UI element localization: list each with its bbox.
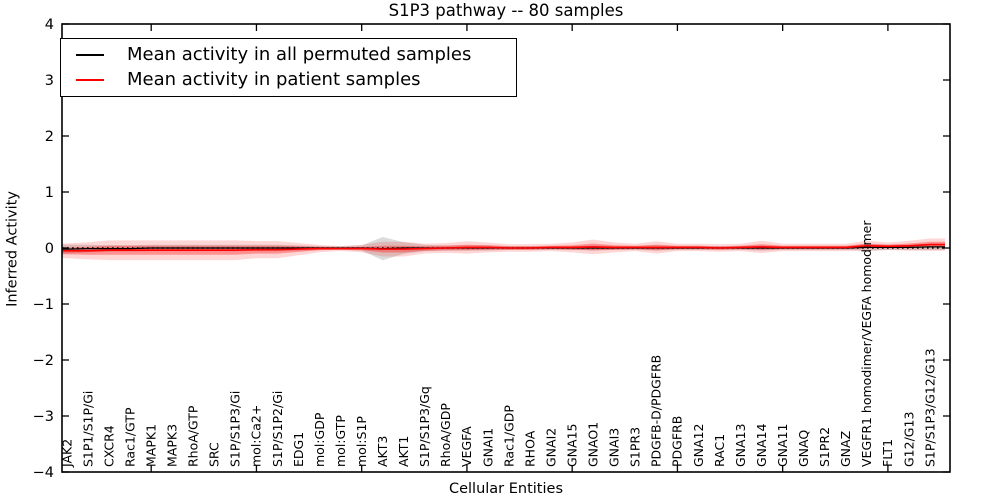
y-axis-label: Inferred Activity (4, 191, 21, 307)
y-tick-label: −4 (33, 465, 54, 481)
x-tick-label: SRC (207, 442, 222, 467)
x-tick-label: GNA15 (565, 424, 580, 468)
x-tick-label: GNA13 (733, 424, 748, 468)
mean-line-patient (62, 243, 945, 252)
y-tick-label: −1 (33, 297, 54, 313)
x-tick-label: MAPK3 (165, 424, 180, 467)
x-tick-label: RhoA/GDP (438, 403, 453, 467)
x-tick-label: GNAQ (796, 430, 811, 467)
x-tick-label: RhoA/GTP (186, 405, 201, 467)
x-tick-label: AKT1 (396, 436, 411, 467)
x-tick-label: GNAO1 (586, 422, 601, 467)
x-tick-label: GNA11 (775, 424, 790, 468)
x-tick-label: GNA12 (691, 424, 706, 468)
legend-label-patient: Mean activity in patient samples (127, 69, 421, 91)
y-tick-label: −2 (33, 353, 54, 369)
x-tick-label: S1P1/S1P/Gi (80, 391, 95, 467)
x-tick-label: S1P/S1P3/Gq (417, 386, 432, 467)
x-tick-label: AKT3 (375, 436, 390, 467)
x-tick-label: PDGFB-D/PDGFRB (649, 355, 664, 467)
x-tick-label: GNAI1 (480, 428, 495, 467)
legend-label-permuted: Mean activity in all permuted samples (127, 43, 472, 65)
x-axis-label: Cellular Entities (448, 481, 564, 497)
x-tick-label: GNAI2 (543, 428, 558, 467)
x-tick-label: S1P/S1P3/Gi (228, 391, 243, 467)
x-tick-label: PDGFRB (670, 416, 685, 467)
y-tick-label: −3 (33, 409, 54, 425)
legend: Mean activity in all permuted samples Me… (60, 38, 517, 97)
x-tick-label: mol:GTP (333, 415, 348, 467)
x-tick-label: GNAZ (838, 431, 853, 467)
y-tick-label: 1 (45, 185, 54, 201)
x-tick-label: S1PR3 (628, 427, 643, 467)
x-tick-label: GNAI3 (607, 428, 622, 467)
x-tick-label: GNA14 (754, 423, 769, 467)
x-tick-label: mol:GDP (312, 412, 327, 467)
y-tick-label: 2 (45, 129, 54, 145)
x-tick-label: mol:Ca2+ (249, 405, 264, 467)
x-tick-label: G12/G13 (901, 412, 916, 467)
chart-title: S1P3 pathway -- 80 samples (388, 1, 624, 20)
y-tick-label: 0 (45, 241, 54, 257)
x-tick-label: VEGFR1 homodimer/VEGFA homodimer (859, 220, 874, 467)
x-tick-label: S1P/S1P2/Gi (270, 391, 285, 467)
y-tick-label: 3 (45, 73, 54, 89)
legend-item-permuted: Mean activity in all permuted samples (76, 43, 516, 65)
x-tick-label: S1PR2 (817, 427, 832, 467)
x-tick-label: Rac1/GTP (122, 407, 137, 467)
x-tick-label: S1P/S1P3/G12/G13 (922, 348, 937, 467)
legend-line-swatch-permuted (76, 53, 104, 56)
x-tick-label: RHOA (522, 430, 537, 467)
x-tick-label: VEGFA (459, 426, 474, 467)
y-tick-label: 4 (45, 17, 54, 33)
x-tick-label: RAC1 (712, 434, 727, 467)
x-tick-label: CXCR4 (101, 425, 116, 467)
x-tick-label: MAPK1 (144, 424, 159, 467)
band-patient-outer (62, 238, 945, 261)
legend-item-patient: Mean activity in patient samples (76, 70, 516, 90)
legend-line-swatch-patient (76, 79, 104, 82)
x-tick-label: Rac1/GDP (501, 405, 516, 467)
x-tick-label: EDG1 (291, 432, 306, 467)
x-tick-label: mol:S1P (354, 416, 369, 467)
x-tick-label: JAK2 (59, 439, 74, 468)
x-tick-label: FLT1 (880, 439, 895, 467)
